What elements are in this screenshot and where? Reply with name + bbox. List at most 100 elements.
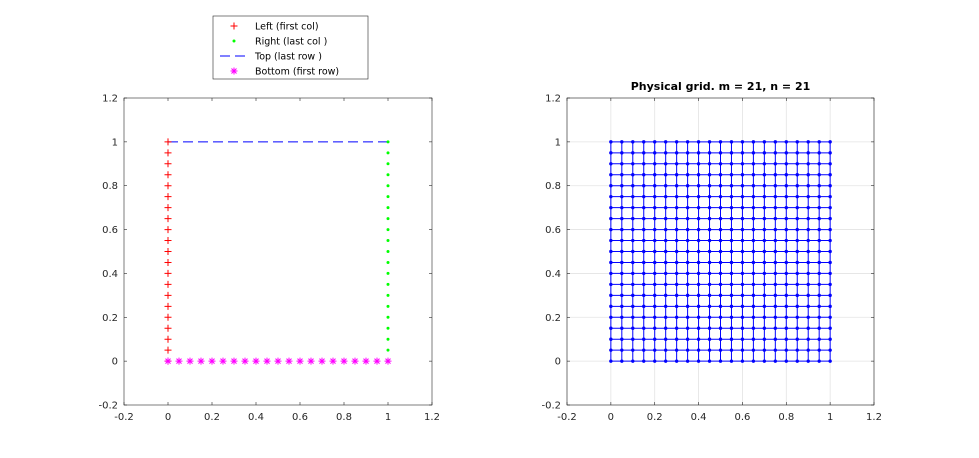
mesh-node — [631, 173, 635, 177]
physical-grid-plot: -0.2 0 0.2 0.4 0.6 0.8 1 1.2 -0.2 0 0.2 0.4 0.6 0.8 1 1… — [541, 80, 881, 423]
mesh-node — [751, 249, 756, 254]
mesh-node — [718, 151, 723, 155]
data-point-bottom — [252, 357, 260, 365]
mesh-node — [828, 216, 832, 221]
mesh-node — [674, 315, 679, 319]
mesh-node — [795, 271, 799, 276]
mesh-node — [631, 315, 635, 319]
mesh-node — [718, 249, 723, 254]
mesh-node — [674, 194, 679, 199]
data-point-bottom — [208, 357, 216, 365]
mesh-node — [751, 293, 756, 298]
mesh-node — [773, 151, 778, 155]
mesh-node — [663, 282, 668, 287]
mesh-node — [631, 184, 635, 188]
mesh-node — [674, 359, 679, 363]
mesh-node — [631, 304, 635, 309]
mesh-node — [653, 337, 657, 341]
mesh-node — [762, 315, 767, 319]
mesh-node — [674, 184, 679, 188]
mesh-node — [718, 348, 723, 352]
mesh-node — [806, 337, 810, 341]
x-tick-label: 1 — [385, 412, 391, 423]
mesh-node — [631, 140, 635, 144]
mesh-node — [631, 260, 635, 265]
data-point-left — [164, 171, 172, 179]
mesh-node — [762, 282, 767, 287]
mesh-node — [784, 162, 788, 166]
mesh-node — [806, 249, 810, 254]
data-point-bottom — [274, 357, 282, 365]
mesh-node — [740, 205, 745, 210]
mesh-node — [696, 337, 701, 341]
data-point-right — [386, 337, 390, 341]
mesh-node — [784, 194, 788, 199]
mesh-node — [729, 293, 734, 298]
mesh-node — [609, 162, 613, 166]
mesh-node — [685, 184, 690, 188]
x-tick-label: 1.2 — [424, 412, 440, 423]
mesh-node — [751, 216, 756, 221]
mesh-node — [620, 359, 624, 363]
mesh-node — [828, 205, 832, 210]
mesh-node — [718, 304, 723, 309]
mesh-node — [707, 249, 712, 254]
mesh-node — [784, 271, 788, 276]
mesh-node — [740, 304, 745, 309]
mesh-node — [773, 184, 778, 188]
mesh-node — [828, 151, 832, 155]
data-point-right — [386, 173, 390, 177]
axes-box — [566, 97, 875, 406]
mesh-node — [740, 194, 745, 199]
mesh-node — [718, 359, 723, 363]
mesh-node — [817, 271, 821, 276]
mesh-node — [773, 216, 778, 221]
mesh-node — [663, 216, 668, 221]
mesh-node — [806, 315, 810, 319]
mesh-node — [707, 173, 712, 177]
mesh-node — [729, 227, 734, 232]
mesh-node — [685, 151, 690, 155]
mesh-node — [685, 238, 690, 243]
mesh-node — [773, 271, 778, 276]
x-tick-label: 0.4 — [248, 412, 264, 423]
mesh-node — [642, 249, 646, 254]
mesh-node — [609, 205, 613, 210]
legend-label-top: Top (last row ) — [254, 52, 322, 63]
mesh-node — [718, 173, 723, 177]
mesh-node — [609, 216, 613, 221]
data-point-right — [386, 326, 390, 330]
mesh-node — [674, 326, 679, 330]
data-point-left — [164, 248, 172, 255]
mesh-node — [609, 140, 613, 144]
mesh-node — [784, 227, 788, 232]
mesh-node — [751, 227, 756, 232]
mesh-node — [653, 173, 657, 177]
mesh-node — [663, 326, 668, 330]
mesh-node — [751, 162, 756, 166]
mesh-node — [696, 315, 701, 319]
mesh-node — [828, 282, 832, 287]
mesh-node — [631, 205, 635, 210]
mesh-node — [784, 184, 788, 188]
mesh-node — [773, 205, 778, 210]
mesh-node — [609, 304, 613, 309]
mesh-node — [707, 184, 712, 188]
mesh-node — [631, 326, 635, 330]
mesh-node — [642, 271, 646, 276]
mesh-node — [674, 304, 679, 309]
mesh-node — [707, 216, 712, 221]
mesh-node — [784, 359, 788, 363]
mesh-node — [653, 238, 657, 243]
mesh-node — [762, 238, 767, 243]
data-point-bottom — [164, 357, 172, 365]
mesh-node — [740, 184, 745, 188]
mesh-node — [773, 326, 778, 330]
mesh-node — [620, 260, 624, 265]
mesh-node — [773, 293, 778, 298]
data-point-left — [164, 204, 172, 212]
data-point-right — [386, 140, 390, 144]
data-point-right — [386, 206, 390, 210]
mesh-node — [817, 304, 821, 309]
mesh-node — [762, 140, 767, 144]
